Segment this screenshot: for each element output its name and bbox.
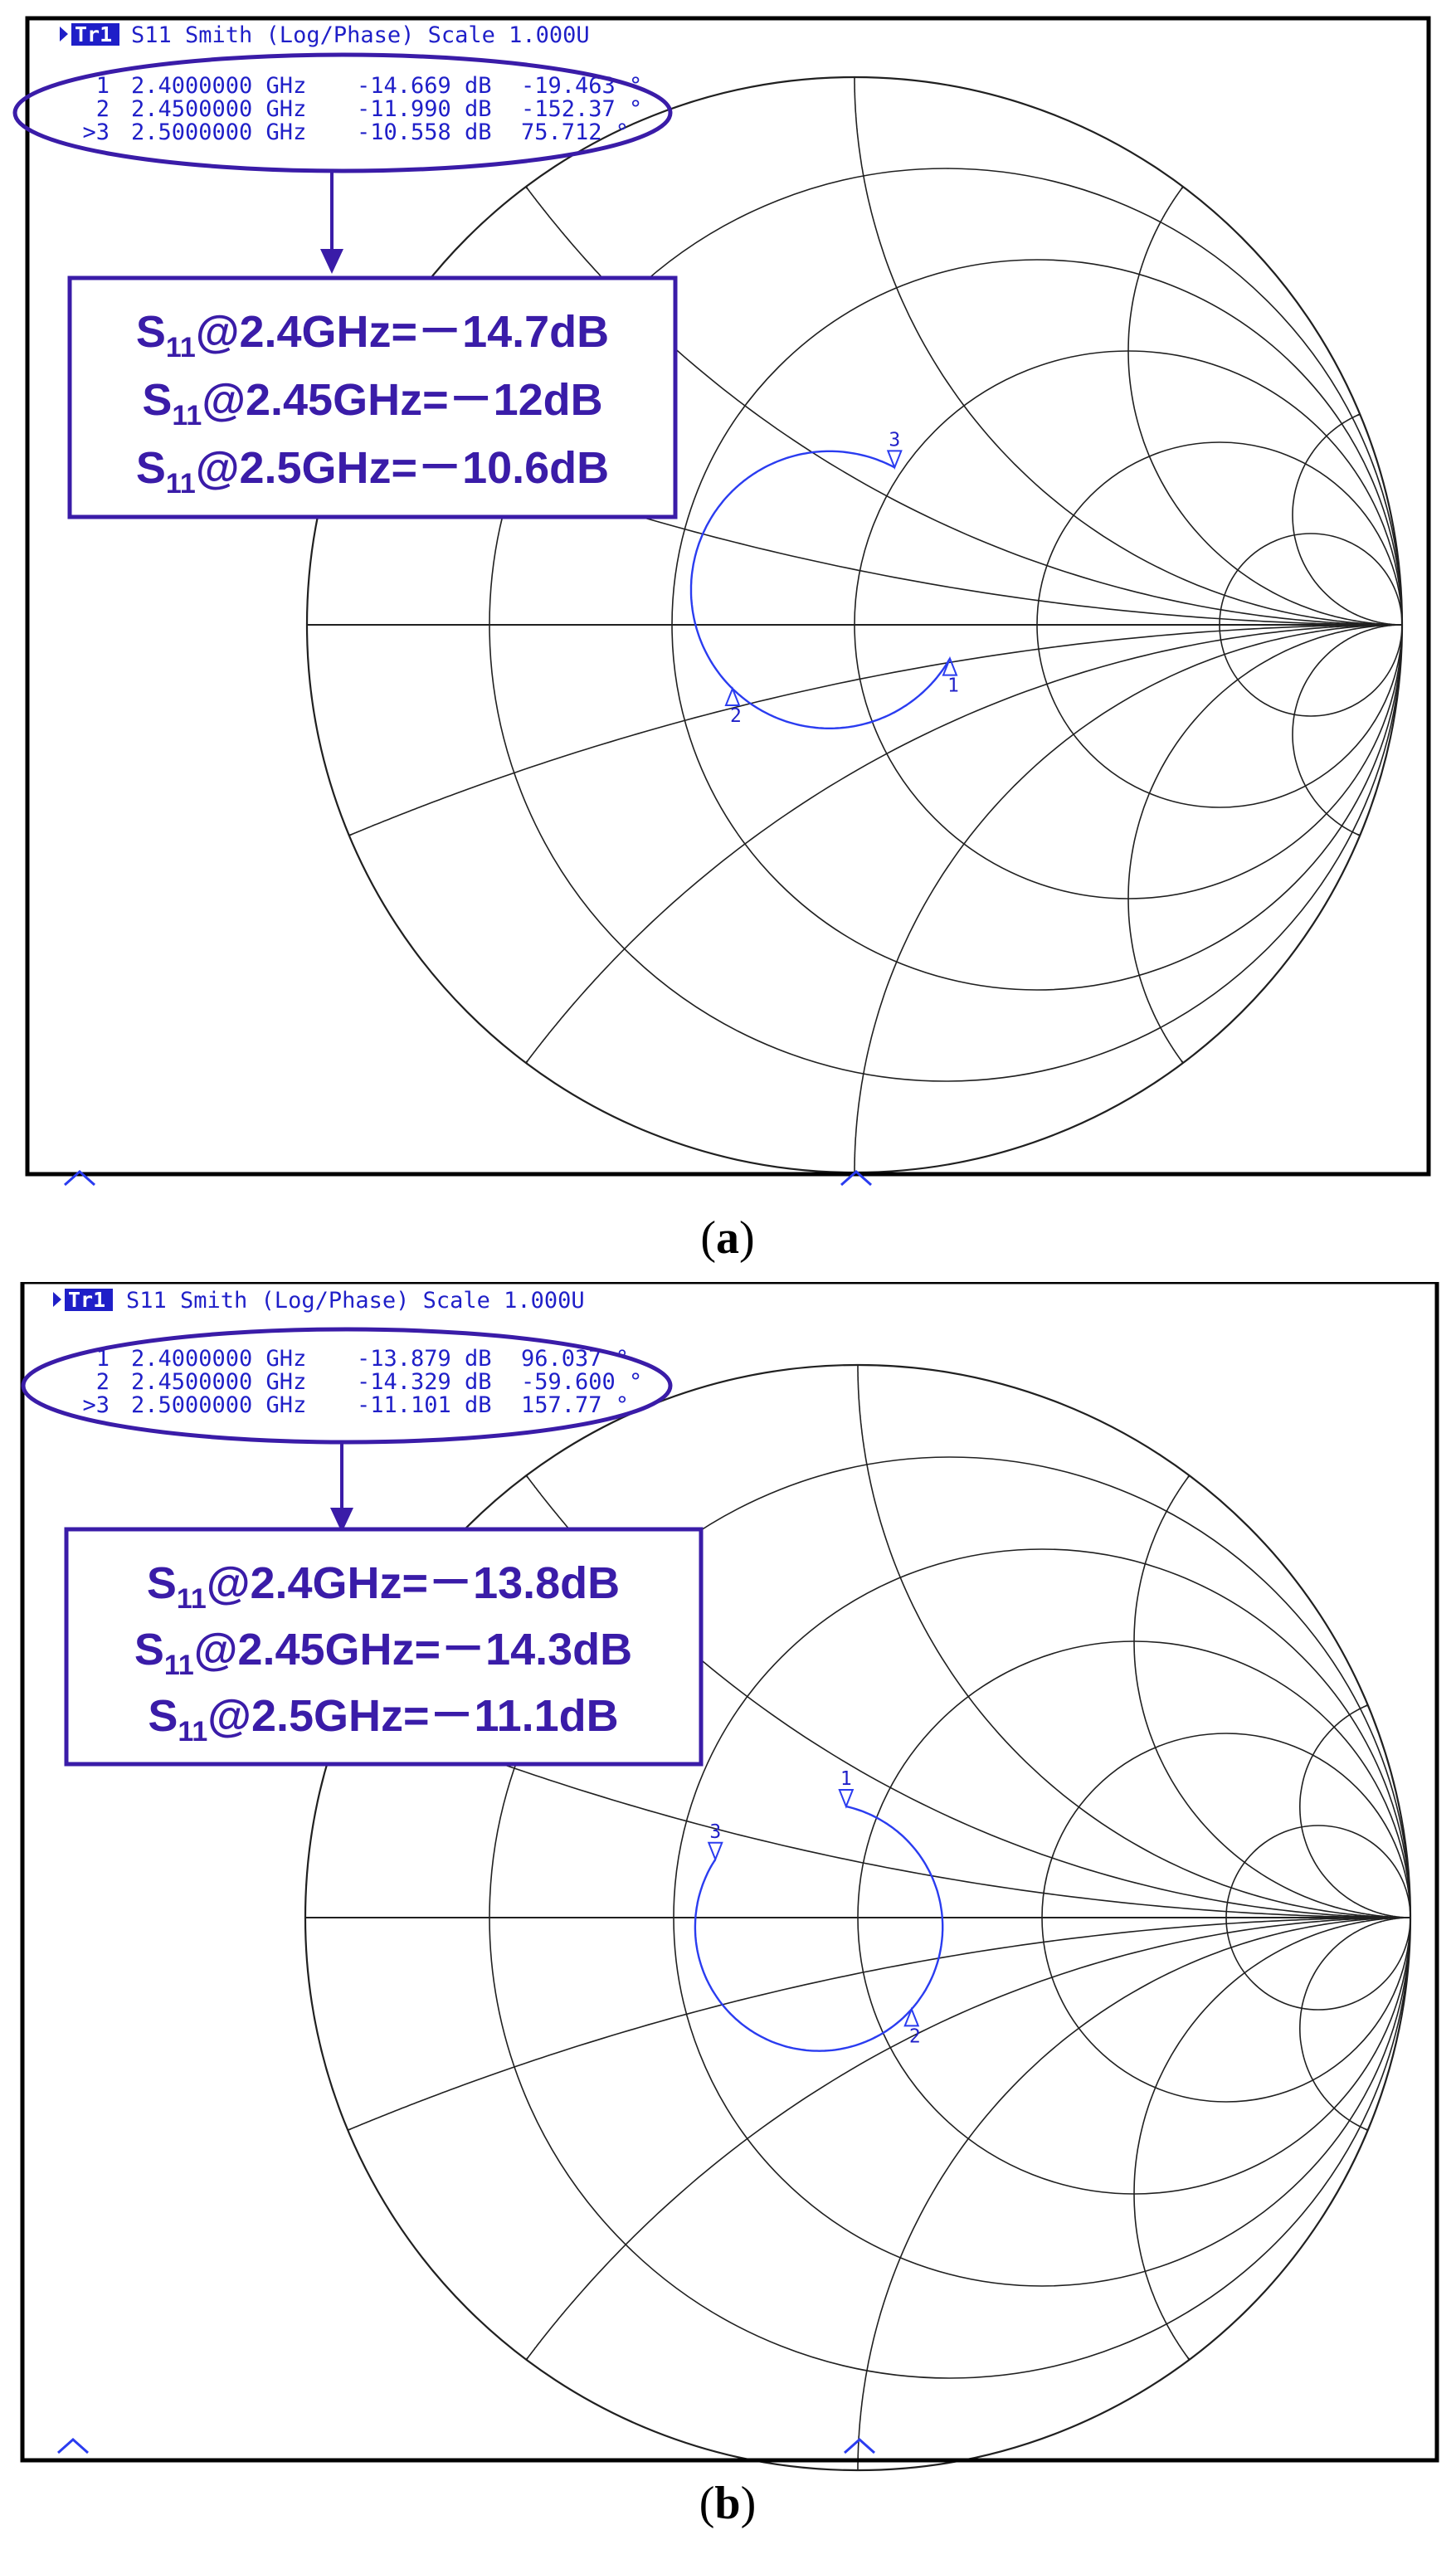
marker-phase: 96.037 ° (521, 1346, 629, 1372)
marker-freq: 2.4500000 GHz (131, 1369, 306, 1395)
annotation-line-1: S11@2.4GHz=－13.8dB (147, 1558, 620, 1615)
marker-mag: -10.558 dB (357, 119, 492, 145)
marker-triangle-icon[interactable] (886, 450, 903, 470)
s11-trace-line (689, 450, 952, 729)
trace-tag-label: Tr1 (75, 22, 112, 46)
marker-freq: 2.5000000 GHz (131, 1392, 306, 1418)
marker-mag: -14.669 dB (357, 73, 492, 99)
marker-freq: 2.5000000 GHz (131, 119, 306, 145)
reactance-arc (1133, 1475, 1410, 1918)
s11-trace (689, 450, 952, 729)
marker-mag: -11.990 dB (357, 96, 492, 122)
marker-triangle-icon[interactable] (707, 1841, 723, 1862)
marker-triangle-icon[interactable] (903, 2006, 920, 2027)
panel-caption: (a) (700, 1212, 754, 1264)
marker-mag: -14.329 dB (357, 1369, 492, 1395)
marker-id: 1 (96, 1346, 110, 1372)
marker-triangle-icon[interactable] (942, 656, 958, 676)
marker-phase: -59.600 ° (521, 1369, 642, 1395)
marker-freq: 2.4500000 GHz (131, 96, 306, 122)
marker-label: 3 (709, 1821, 721, 1843)
s11-trace-line (694, 1805, 944, 2052)
plot-frame (20, 1282, 1439, 2463)
reactance-arc (1298, 1917, 1410, 2131)
trace-tag[interactable] (65, 1289, 113, 1311)
annotation-line-2: S11@2.45GHz=－12dB (142, 375, 602, 431)
marker-phase: 75.712 ° (521, 119, 629, 145)
reactance-arc (1292, 624, 1401, 836)
reference-position-icon (844, 2437, 875, 2454)
trace-arrow-icon (60, 27, 68, 41)
marker-freq: 2.4000000 GHz (131, 1346, 306, 1372)
marker-phase: 157.77 ° (521, 1392, 629, 1418)
marker-table: 1 2.4000000 GHz -14.669 dB -19.463 ° 2 2… (82, 73, 642, 145)
plot-frame (25, 16, 1431, 1177)
marker-label: 2 (909, 2025, 921, 2047)
trace-tag-label: Tr1 (68, 1288, 105, 1312)
reactance-arc (1127, 186, 1401, 626)
marker-phase: -152.37 ° (521, 96, 642, 122)
marker-id: >3 (82, 1392, 110, 1418)
marker-table: 1 2.4000000 GHz -13.879 dB 96.037 ° 2 2.… (82, 1346, 642, 1418)
marker-label: 3 (889, 429, 900, 451)
chart-header: S11 Smith (Log/Phase) Scale 1.000U (126, 1288, 585, 1314)
marker-group: 1 2 3 (724, 429, 959, 727)
marker-phase: -19.463 ° (521, 73, 642, 99)
smith-grid (305, 76, 1404, 1174)
reactance-arc (1298, 1704, 1410, 1918)
annotation-line-3: S11@2.5GHz=－11.1dB (148, 1691, 618, 1748)
marker-label: 1 (840, 1768, 852, 1790)
callout-arrowhead-icon (330, 1508, 353, 1533)
reactance-arc (1127, 624, 1401, 1064)
marker-id: 2 (96, 1369, 110, 1395)
scroll-left-icon[interactable] (64, 1169, 95, 1187)
marker-label: 1 (947, 675, 959, 697)
marker-triangle-icon[interactable] (838, 1788, 855, 1809)
trace-arrow-icon (53, 1292, 61, 1307)
scroll-left-icon[interactable] (57, 2437, 89, 2454)
resistance-circle (1219, 533, 1403, 717)
marker-id: 2 (96, 96, 110, 122)
marker-id: 1 (96, 73, 110, 99)
marker-mag: -13.879 dB (357, 1346, 492, 1372)
annotation-box (64, 1527, 704, 1767)
panel-caption: (b) (699, 2478, 756, 2529)
reactance-arc (1133, 1917, 1410, 2361)
smith-chart-b: 123 Tr1 S11 Smith (Log/Phase) Scale 1.00… (20, 1282, 1439, 2529)
smith-chart-a: 123 Tr1 S11 Smith (Log/Phase) Scale 1.00… (12, 16, 1431, 1264)
marker-group: 1 2 3 (707, 1768, 921, 2047)
annotation-line-3: S11@2.5GHz=－10.6dB (136, 443, 609, 500)
marker-mag: -11.101 dB (357, 1392, 492, 1418)
marker-triangle-icon[interactable] (724, 686, 741, 706)
chart-header: S11 Smith (Log/Phase) Scale 1.000U (131, 22, 590, 48)
highlight-ellipse (21, 1327, 673, 1445)
reference-position-icon (840, 1169, 872, 1187)
marker-id: >3 (82, 119, 110, 145)
marker-label: 2 (730, 705, 742, 727)
annotation-line-1: S11@2.4GHz=－14.7dB (136, 307, 609, 363)
highlight-ellipse (12, 52, 673, 173)
marker-freq: 2.4000000 GHz (131, 73, 306, 99)
trace-tag[interactable] (71, 23, 119, 46)
reactance-arc (1292, 413, 1401, 626)
annotation-line-2: S11@2.45GHz=－14.3dB (134, 1625, 632, 1681)
resistance-circle (1225, 1825, 1411, 2011)
s11-trace (694, 1805, 944, 2052)
callout-arrowhead-icon (320, 249, 343, 274)
annotation-box (67, 275, 678, 519)
